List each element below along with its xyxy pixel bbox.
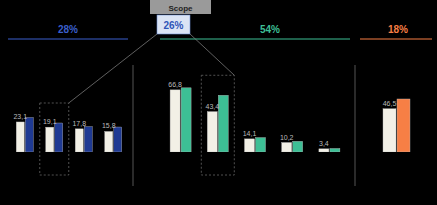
bar <box>75 129 83 152</box>
bar <box>25 118 33 152</box>
data-labels: 66,8 43,4 14,1 10,2 3,4 <box>168 81 329 147</box>
data-label: 14,1 <box>243 130 257 137</box>
scope-connector <box>69 34 157 103</box>
bar <box>105 131 113 152</box>
data-label: 46,5 <box>383 100 397 107</box>
bar <box>207 112 217 152</box>
data-labels: 23,1 19,1 17,8 15,8 <box>13 113 115 129</box>
data-labels: 46,5 <box>383 100 397 107</box>
bar <box>383 109 396 152</box>
data-label: 10,2 <box>280 134 294 141</box>
background <box>0 0 437 205</box>
divider <box>133 65 134 186</box>
panel-title: 18% <box>388 24 408 35</box>
title-rule <box>160 39 350 40</box>
bar <box>319 149 329 152</box>
scope-box <box>201 75 234 175</box>
panel-title: 54% <box>260 24 280 35</box>
bars <box>383 99 410 152</box>
divider <box>355 65 356 186</box>
bar <box>245 139 255 152</box>
title-rule <box>8 39 128 40</box>
bar <box>293 141 303 152</box>
bar <box>397 99 410 152</box>
bar <box>330 148 340 152</box>
scope-title: Scope <box>168 4 193 13</box>
data-label: 19,1 <box>43 118 57 125</box>
data-label: 23,1 <box>13 113 27 120</box>
scope-box <box>40 103 69 175</box>
bars <box>170 88 340 152</box>
chart-root: 28% 23,1 19,1 17,8 15,8 54% 66,8 43,4 14,1 10,2 3,… <box>0 0 437 205</box>
bar <box>46 127 54 152</box>
data-label: 43,4 <box>205 103 219 110</box>
bar <box>256 138 266 152</box>
bar <box>282 143 292 152</box>
bar <box>218 95 228 152</box>
data-label: 66,8 <box>168 81 182 88</box>
bar <box>114 127 122 152</box>
scope-value: 26% <box>163 20 183 31</box>
bar <box>181 88 191 152</box>
scope-value-box <box>157 15 190 34</box>
bar <box>16 122 24 152</box>
title-rule <box>360 39 432 40</box>
bar <box>84 127 92 152</box>
panel-title: 28% <box>58 24 78 35</box>
bar <box>55 123 63 152</box>
data-label: 15,8 <box>102 122 116 129</box>
bar <box>170 90 180 152</box>
scope-header <box>150 0 211 14</box>
data-label: 3,4 <box>319 140 329 147</box>
data-label: 17,8 <box>72 120 86 127</box>
scope-connector <box>190 34 234 75</box>
